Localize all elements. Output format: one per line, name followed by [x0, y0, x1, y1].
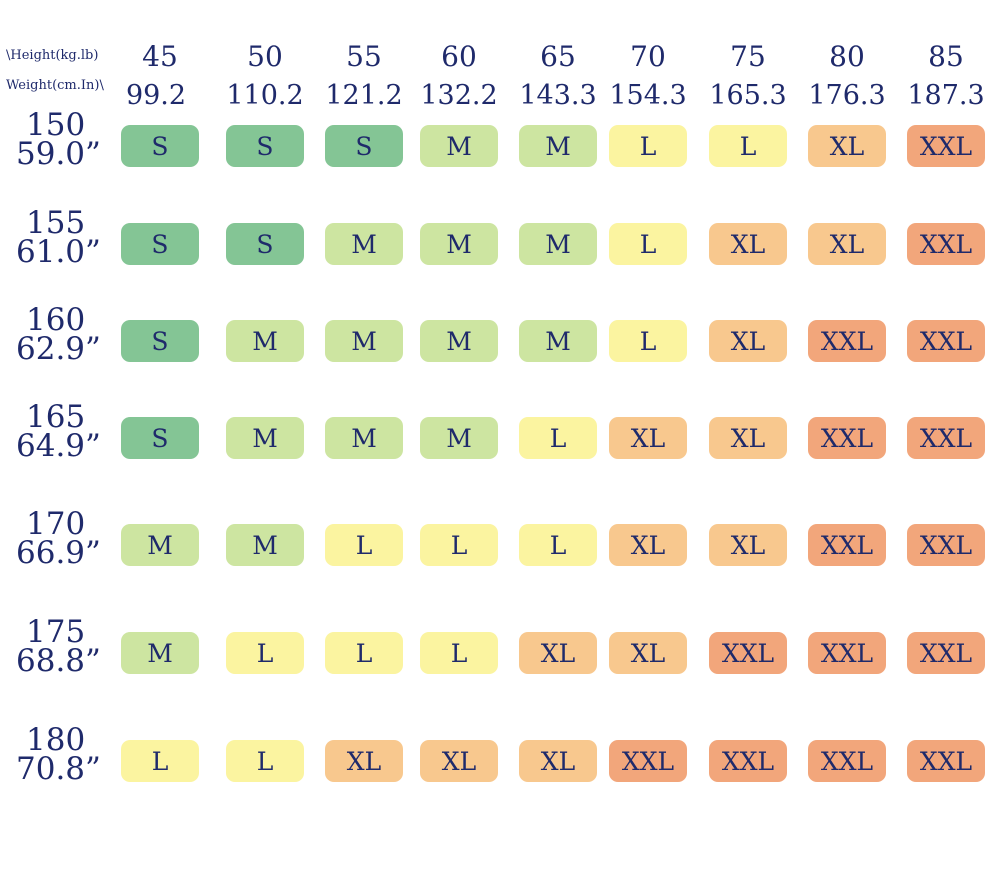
column-header-kg: 80	[829, 40, 865, 73]
size-cell: M	[325, 417, 403, 459]
size-cell: M	[121, 524, 199, 566]
size-cell: XL	[420, 740, 498, 782]
size-cell: XXL	[907, 320, 985, 362]
size-cell: XXL	[808, 632, 886, 674]
size-cell: XXL	[907, 740, 985, 782]
size-cell: XL	[609, 632, 687, 674]
size-cell: XL	[808, 223, 886, 265]
size-cell: M	[325, 223, 403, 265]
row-header-cm: 165	[26, 399, 86, 435]
row-header-inch: 70.8”	[16, 751, 101, 787]
size-cell: M	[226, 524, 304, 566]
size-cell: S	[226, 223, 304, 265]
size-cell: L	[709, 125, 787, 167]
size-cell: M	[519, 320, 597, 362]
size-cell: S	[226, 125, 304, 167]
size-cell: L	[609, 223, 687, 265]
size-cell: XL	[709, 417, 787, 459]
size-cell: XL	[325, 740, 403, 782]
row-header-inch: 62.9”	[16, 331, 101, 367]
column-header-kg: 75	[730, 40, 766, 73]
size-cell: L	[325, 632, 403, 674]
weight-cm-in-header-label: Weight(cm.In)\	[6, 78, 104, 93]
size-cell: XXL	[709, 740, 787, 782]
size-cell: L	[121, 740, 199, 782]
size-cell: L	[609, 320, 687, 362]
column-header-kg: 85	[928, 40, 964, 73]
row-header-inch: 59.0”	[16, 136, 101, 172]
column-header-lb: 99.2	[125, 80, 187, 111]
size-cell: XL	[808, 125, 886, 167]
column-header-lb: 165.3	[709, 80, 787, 111]
row-header-inch: 61.0”	[16, 234, 101, 270]
size-cell: M	[325, 320, 403, 362]
column-header-lb: 187.3	[907, 80, 985, 111]
size-cell: XL	[709, 320, 787, 362]
size-cell: L	[609, 125, 687, 167]
size-cell: M	[519, 223, 597, 265]
size-cell: XL	[609, 417, 687, 459]
row-header-cm: 170	[26, 506, 86, 542]
column-header-kg: 70	[630, 40, 666, 73]
size-cell: L	[519, 417, 597, 459]
size-cell: XXL	[907, 125, 985, 167]
size-cell: XXL	[808, 740, 886, 782]
column-header-kg: 65	[540, 40, 576, 73]
size-cell: M	[420, 417, 498, 459]
size-cell: M	[420, 320, 498, 362]
size-cell: S	[121, 320, 199, 362]
column-header-lb: 132.2	[420, 80, 498, 111]
column-header-lb: 143.3	[519, 80, 597, 111]
size-cell: XXL	[907, 223, 985, 265]
size-cell: S	[121, 417, 199, 459]
size-cell: M	[121, 632, 199, 674]
size-cell: XXL	[907, 524, 985, 566]
size-cell: XL	[609, 524, 687, 566]
column-header-lb: 110.2	[226, 80, 304, 111]
row-header-cm: 150	[26, 107, 86, 143]
size-cell: S	[121, 125, 199, 167]
column-header-kg: 60	[441, 40, 477, 73]
row-header-inch: 68.8”	[16, 643, 101, 679]
size-cell: XXL	[609, 740, 687, 782]
row-header-cm: 155	[26, 205, 86, 241]
size-cell: XXL	[808, 524, 886, 566]
column-header-lb: 121.2	[325, 80, 403, 111]
size-cell: XXL	[709, 632, 787, 674]
size-cell: M	[226, 320, 304, 362]
size-cell: S	[121, 223, 199, 265]
size-cell: XL	[519, 740, 597, 782]
size-cell: XXL	[808, 320, 886, 362]
row-header-cm: 175	[26, 614, 86, 650]
size-cell: M	[420, 223, 498, 265]
size-cell: XL	[709, 223, 787, 265]
size-cell: XXL	[907, 417, 985, 459]
size-cell: M	[226, 417, 304, 459]
size-cell: L	[420, 632, 498, 674]
size-cell: M	[519, 125, 597, 167]
column-header-kg: 50	[247, 40, 283, 73]
size-cell: L	[226, 740, 304, 782]
size-cell: XXL	[808, 417, 886, 459]
size-cell: L	[519, 524, 597, 566]
size-cell: XXL	[907, 632, 985, 674]
row-header-inch: 66.9”	[16, 535, 101, 571]
size-cell: XL	[519, 632, 597, 674]
size-cell: L	[420, 524, 498, 566]
size-cell: S	[325, 125, 403, 167]
row-header-cm: 180	[26, 722, 86, 758]
row-header-cm: 160	[26, 302, 86, 338]
size-cell: M	[420, 125, 498, 167]
column-header-kg: 55	[346, 40, 382, 73]
size-cell: L	[325, 524, 403, 566]
size-cell: L	[226, 632, 304, 674]
row-header-inch: 64.9”	[16, 428, 101, 464]
size-cell: XL	[709, 524, 787, 566]
column-header-lb: 176.3	[808, 80, 886, 111]
height-kg-lb-header-label: \Height(kg.lb)	[6, 48, 99, 63]
column-header-kg: 45	[142, 40, 178, 73]
column-header-lb: 154.3	[609, 80, 687, 111]
